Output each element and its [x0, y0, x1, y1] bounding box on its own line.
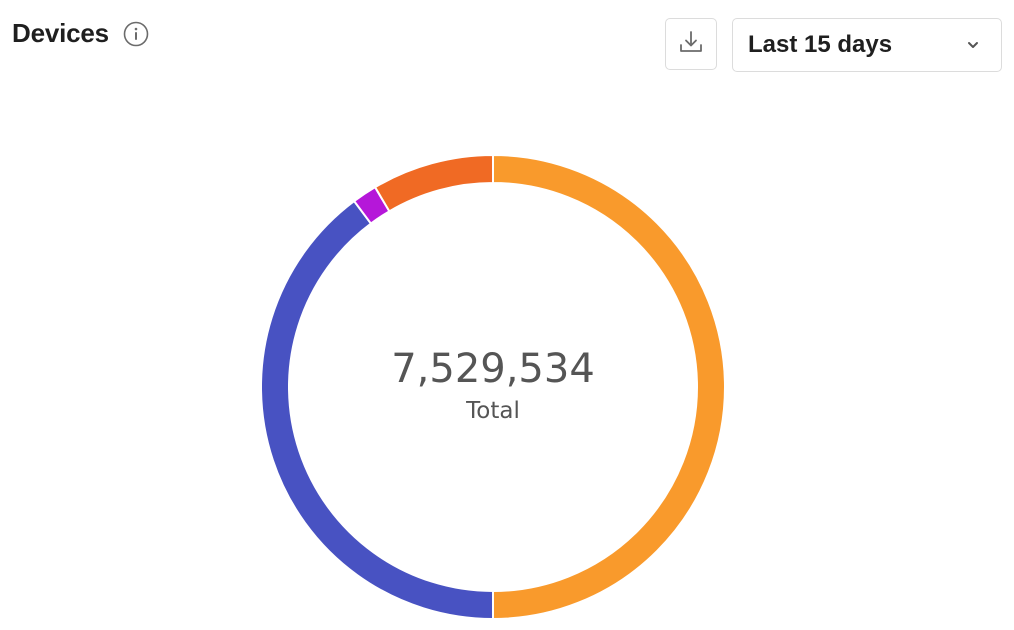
date-range-value: Last 15 days	[748, 31, 893, 58]
download-button[interactable]	[665, 18, 717, 70]
download-icon	[678, 29, 704, 60]
chevron-down-icon	[965, 37, 981, 53]
panel-header: Devices	[12, 18, 149, 49]
info-icon[interactable]	[123, 21, 149, 47]
date-range-select[interactable]: Last 15 days	[732, 18, 1002, 72]
donut-slice-3[interactable]	[352, 185, 391, 225]
donut-slice-4[interactable]	[373, 153, 494, 213]
chart-center-label: Total	[466, 398, 520, 424]
panel-title: Devices	[12, 18, 109, 48]
chart-center-total: 7,529,534	[391, 346, 595, 392]
